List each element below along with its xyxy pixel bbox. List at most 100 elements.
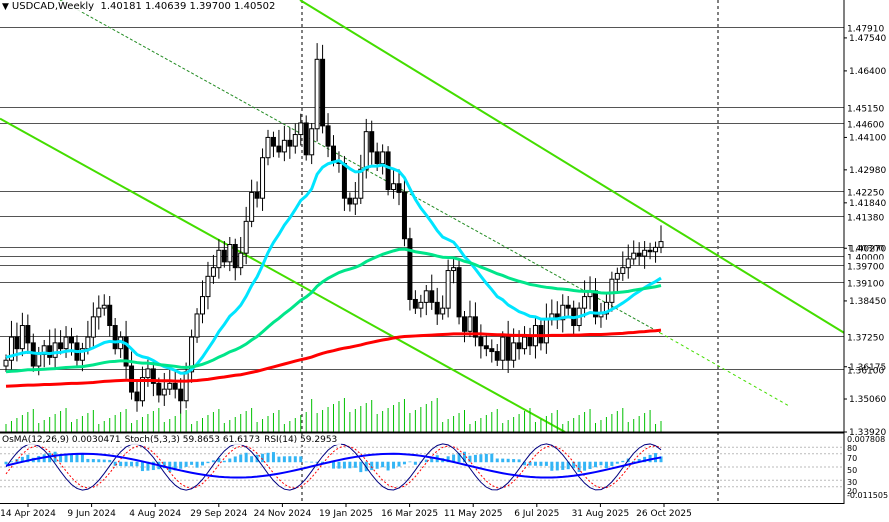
candle-body (363, 131, 369, 170)
osma-bar (615, 461, 619, 464)
candle-body (489, 348, 495, 353)
level-label-bg (845, 21, 889, 34)
osma-bar (244, 452, 248, 463)
candle-body (161, 388, 167, 396)
candle-body (150, 368, 156, 384)
candle-body (270, 136, 276, 147)
osma-bar (610, 461, 614, 466)
osma-bar (222, 460, 226, 463)
candle-body (658, 241, 664, 248)
candle-body (69, 336, 74, 344)
rsi-label: RSI(14) 59.2953 (264, 435, 338, 445)
osma-bar (97, 459, 101, 463)
candle-body (221, 249, 227, 263)
candle-body (609, 278, 615, 303)
candle-body (101, 304, 107, 309)
osma-bar (408, 461, 412, 463)
candle-body (358, 168, 364, 199)
osma-bar (321, 461, 325, 464)
candle-body (527, 336, 533, 347)
candle-body (112, 325, 118, 350)
osma-bar (239, 454, 243, 463)
osma-bar (583, 461, 587, 471)
price-tick-label: 1.42980 (849, 166, 886, 176)
osma-bar (250, 456, 254, 463)
channel-lower-line (0, 117, 566, 433)
indicator-subwindow (0, 431, 844, 491)
candle-body (281, 139, 287, 153)
candle-body (52, 342, 58, 358)
candle-body (58, 342, 64, 350)
candles (3, 43, 664, 414)
osma-bar (413, 461, 417, 465)
candle-body (254, 191, 260, 199)
time-tick-label: 4 Aug 2024 (129, 509, 181, 519)
collapse-triangle-icon[interactable]: ▼ (2, 2, 9, 12)
candle-body (249, 191, 255, 222)
osma-bar (195, 461, 199, 468)
level-label-bg (845, 330, 889, 343)
candle-body (145, 368, 151, 379)
time-tick-label: 29 Sep 2024 (190, 509, 247, 519)
candle-body (178, 388, 184, 402)
osma-bar (201, 461, 204, 466)
osma-bar (353, 461, 357, 468)
time-tick-label: 31 Aug 2025 (572, 509, 630, 519)
candle-body (451, 267, 457, 272)
osma-bar (381, 461, 385, 468)
candle-body (341, 162, 347, 199)
candle-body (647, 249, 653, 253)
osma-bar (288, 456, 292, 463)
candle-body (620, 267, 626, 274)
osma-bar (228, 458, 232, 463)
moving-averages (5, 158, 662, 388)
time-tick-label: 24 Nov 2024 (254, 509, 312, 519)
indicator-axis-label: 80 (847, 444, 857, 453)
horizontal-levels (0, 27, 844, 370)
candle-body (614, 272, 620, 280)
candle-body (522, 336, 528, 350)
osma-bar (473, 454, 477, 463)
candle-body (467, 316, 473, 332)
candle-body (653, 246, 659, 253)
candle-body (434, 301, 440, 315)
symbol-timeframe: USDCAD,Weekly (11, 1, 95, 12)
candle-body (227, 244, 233, 263)
time-tick-label: 11 May 2025 (444, 509, 503, 519)
osma-bar (342, 461, 346, 469)
candle-body (216, 249, 222, 269)
candle-body (374, 151, 380, 164)
level-label: 1.40000 (847, 254, 884, 264)
candle-body (543, 319, 549, 344)
candle-body (380, 151, 386, 164)
osma-bar (457, 453, 461, 463)
candle-body (625, 258, 631, 269)
candle-body (347, 197, 353, 205)
candle-body (63, 336, 69, 350)
osma-bar (206, 461, 210, 464)
price-tick-label: 1.46400 (849, 67, 886, 77)
osma-bar (637, 458, 641, 463)
candle-body (287, 139, 293, 147)
osma-bar (271, 452, 275, 463)
osma-bar (315, 461, 319, 463)
osma-bar (261, 453, 265, 463)
osma-bar (490, 453, 494, 463)
candle-body (440, 307, 446, 315)
indicator-axis-label: 30 (847, 478, 857, 487)
osma-bar (179, 461, 183, 469)
osma-bar (430, 457, 434, 463)
candle-body (314, 58, 320, 130)
level-label: 1.42250 (847, 189, 884, 199)
candle-body (123, 336, 129, 367)
candle-body (85, 336, 91, 350)
osma-bar (146, 461, 150, 471)
candle-body (19, 325, 25, 350)
price-tick-label: 1.35060 (849, 395, 886, 405)
time-tick-label: 26 Oct 2025 (636, 509, 692, 519)
osma-bar (20, 456, 24, 463)
level-label: 1.40300 (847, 245, 884, 255)
candle-body (139, 377, 145, 402)
osma-bar (375, 461, 379, 469)
osma-bar (479, 454, 483, 463)
